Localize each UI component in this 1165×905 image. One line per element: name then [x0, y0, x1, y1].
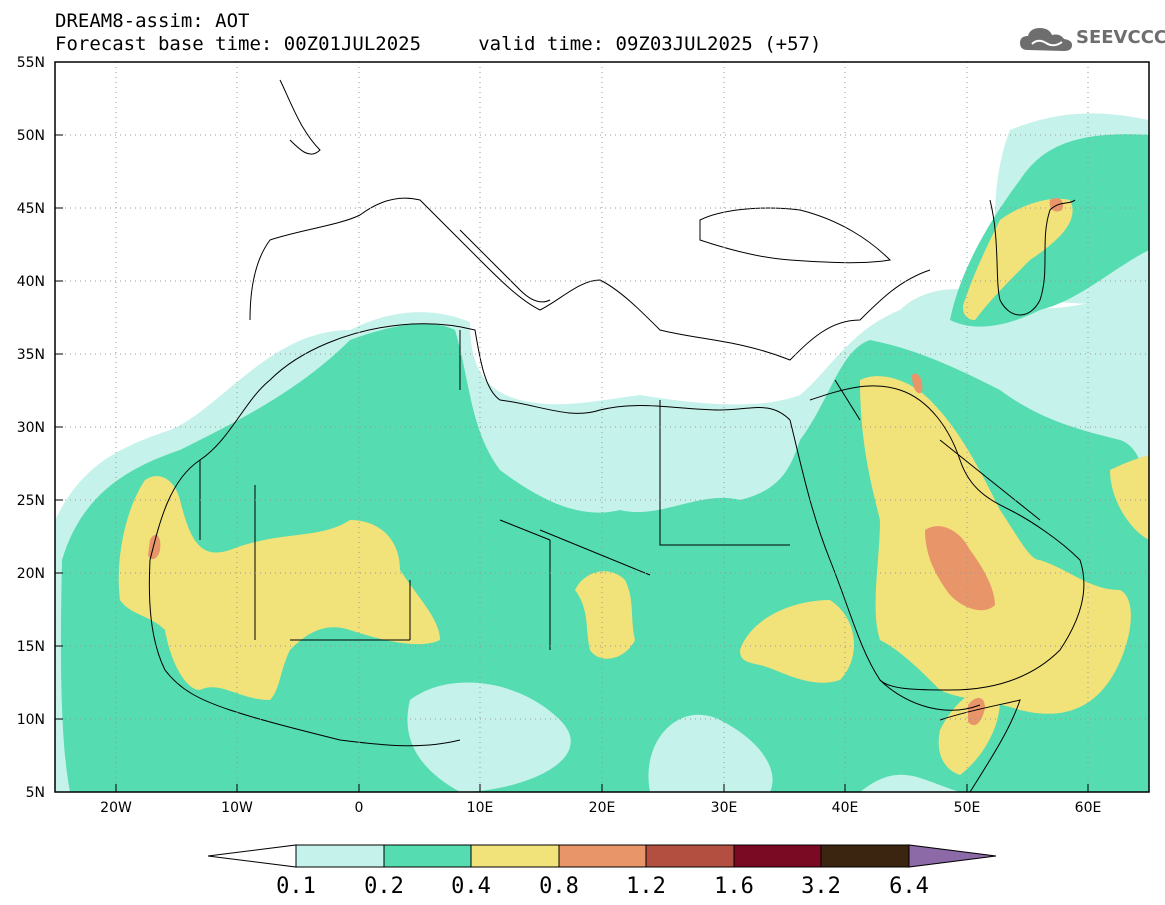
- colorbar-swatch: [733, 844, 822, 868]
- aot-level-0.8: [925, 526, 995, 611]
- aot-level-0.4-arabia: [860, 376, 1131, 714]
- coastlines: [148, 79, 1085, 792]
- colorbar-low-arrow: [207, 844, 297, 868]
- colorbar-swatch: [470, 844, 560, 868]
- latitude-labels: 55N 50N 45N 40N 35N 30N 25N 20N 15N 10N …: [17, 55, 45, 801]
- lat-label: 35N: [17, 347, 45, 363]
- lon-label: 10W: [221, 800, 253, 816]
- lon-label: 60E: [1075, 800, 1102, 816]
- logo-text: SEEVCCC: [1076, 27, 1165, 48]
- lat-label: 5N: [26, 785, 45, 801]
- colorbar-high-arrow: [908, 844, 997, 868]
- coast-west-africa: [148, 559, 461, 747]
- lat-label: 10N: [17, 712, 45, 728]
- colorbar-label: 1.6: [714, 874, 754, 899]
- colorbar-swatch: [820, 844, 910, 868]
- lat-label: 50N: [17, 128, 45, 144]
- longitude-labels: 20W 10W 0 10E 20E 30E 40E 50E 60E: [100, 800, 1101, 816]
- colorbar-label: 6.4: [889, 874, 929, 899]
- lon-label: 50E: [954, 800, 981, 816]
- colorbar-label: 1.2: [626, 874, 666, 899]
- aot-level-0.8-caspian: [1049, 198, 1064, 212]
- lat-label: 30N: [17, 420, 45, 436]
- colorbar-swatch: [383, 844, 472, 868]
- coast-somalia: [939, 699, 1021, 792]
- lon-label: 0: [355, 800, 364, 816]
- coast-arabia: [809, 385, 1085, 691]
- lon-label: 40E: [832, 800, 859, 816]
- colorbar-label: 0.2: [364, 874, 404, 899]
- colorbar-label: 3.2: [801, 874, 841, 899]
- grid-lines: [55, 62, 1149, 792]
- aot-level-0.8-iraq: [912, 373, 923, 394]
- coast-black-sea: [699, 207, 892, 264]
- coast-italy: [459, 229, 551, 303]
- lat-label: 40N: [17, 274, 45, 290]
- lon-label: 30E: [711, 800, 738, 816]
- colorbar-swatch: [558, 844, 647, 868]
- coast-red-sea: [789, 419, 981, 711]
- colorbar-label: 0.8: [539, 874, 579, 899]
- coast-caspian: [989, 199, 1076, 316]
- lat-label: 20N: [17, 566, 45, 582]
- colorbar-label: 0.1: [276, 874, 316, 899]
- lon-label: 20E: [589, 800, 616, 816]
- aot-level-0.4-chad: [575, 571, 635, 659]
- lat-label: 25N: [17, 493, 45, 509]
- colorbar-labels: 0.1 0.2 0.4 0.8 1.2 1.6 3.2 6.4: [276, 874, 929, 899]
- aot-level-0.4-caspian: [963, 198, 1073, 320]
- lat-label: 55N: [17, 55, 45, 71]
- tick-marks: [55, 61, 1089, 793]
- coast-europe: [249, 197, 931, 361]
- aot-level-0.8-somalia: [968, 697, 985, 726]
- lon-label: 10E: [467, 800, 494, 816]
- aot-level-0.4-gulf: [1110, 455, 1149, 540]
- coast-uk: [279, 79, 321, 155]
- aot-level-0.4-somalia: [938, 690, 1000, 775]
- lon-label: 20W: [100, 800, 132, 816]
- colorbar: [207, 844, 997, 868]
- lat-label: 15N: [17, 639, 45, 655]
- seevccc-logo: SEEVCCC: [1018, 24, 1165, 56]
- map-title: DREAM8-assim: AOT: [55, 10, 250, 32]
- colorbar-swatch: [295, 844, 385, 868]
- aot-level-0.4: [118, 476, 440, 700]
- colorbar-label: 0.4: [451, 874, 491, 899]
- aot-level-0.4-sudan: [740, 600, 854, 683]
- coast-north-africa: [149, 323, 791, 561]
- cloud-icon: [1020, 28, 1072, 51]
- colorbar-swatch: [645, 844, 735, 868]
- aot-level-0.8-mauritania: [148, 534, 161, 560]
- lat-label: 45N: [17, 201, 45, 217]
- forecast-times: Forecast base time: 00Z01JUL2025 valid t…: [55, 33, 822, 55]
